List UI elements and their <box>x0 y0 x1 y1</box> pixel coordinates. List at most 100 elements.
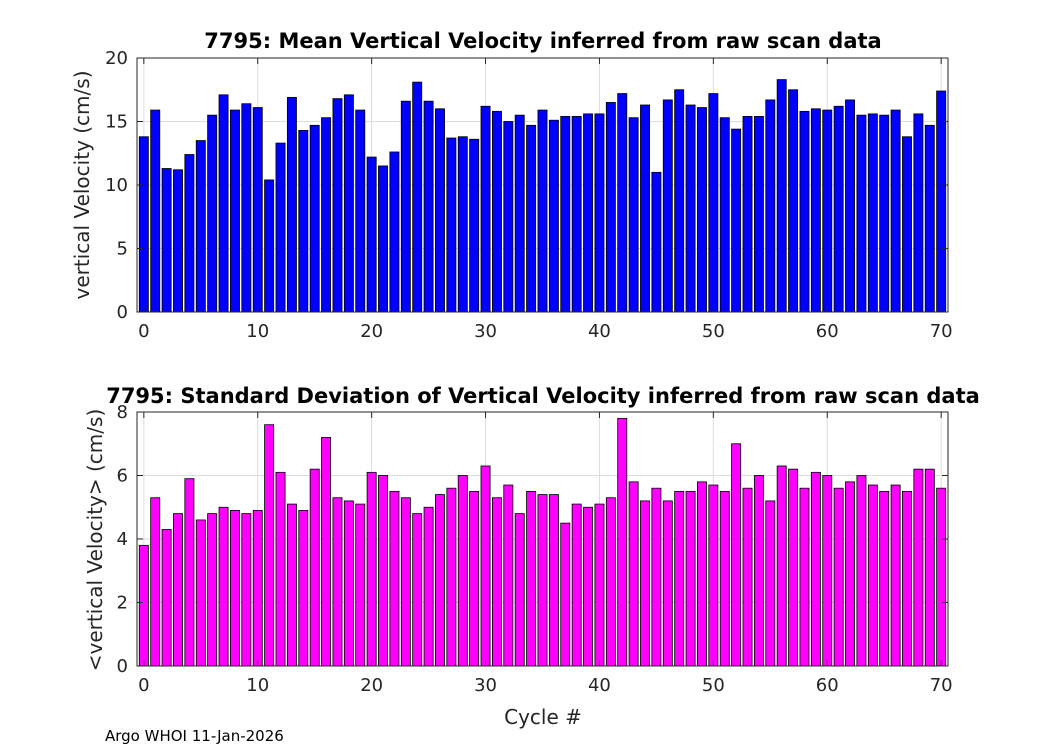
mean-bar <box>366 156 377 313</box>
stddev-bar <box>446 487 457 667</box>
mean-bar <box>514 114 525 313</box>
mean-bar <box>526 124 537 313</box>
mean-bar <box>742 116 753 313</box>
mean-bar <box>537 109 548 313</box>
mean-bar <box>685 104 696 313</box>
mean-bar <box>150 109 161 313</box>
stddev-bar <box>161 529 172 667</box>
mean-xtick-label: 50 <box>702 321 725 342</box>
mean-bar <box>355 109 366 313</box>
mean-chart-plot-area: 0 10 20 30 40 50 60 70 0 5 10 15 20 <box>105 48 953 342</box>
stddev-bar <box>685 490 696 667</box>
stddev-bar <box>389 490 400 667</box>
stddev-bar <box>343 500 354 667</box>
stddev-bar <box>184 478 195 667</box>
stddev-bar <box>252 510 263 667</box>
stddev-bar <box>241 513 252 667</box>
stddev-bar <box>526 490 537 667</box>
mean-bar <box>719 117 730 313</box>
mean-bar <box>389 151 400 313</box>
stddev-bar <box>753 475 764 667</box>
mean-chart-title: 7795: Mean Vertical Velocity inferred fr… <box>204 29 881 53</box>
mean-bar <box>890 109 901 313</box>
mean-bar <box>480 105 491 313</box>
stddev-bar <box>879 490 890 667</box>
stddev-bar <box>491 497 502 667</box>
stddev-bar <box>423 506 434 667</box>
mean-chart-ylabel: vertical Velocity (cm/s) <box>70 71 94 300</box>
stddev-bar <box>890 484 901 667</box>
stddev-chart-ylabel: <vertical Velocity> (cm/s) <box>83 409 107 672</box>
mean-bar <box>230 109 240 313</box>
mean-xtick-label: 20 <box>360 321 383 342</box>
stddev-bar <box>594 503 605 667</box>
mean-bar <box>833 105 844 313</box>
mean-bar <box>731 128 742 313</box>
stddev-bar <box>332 497 343 667</box>
mean-bar <box>286 96 297 313</box>
mean-bar <box>913 113 924 313</box>
mean-bar <box>195 140 206 313</box>
stddev-bar <box>230 510 240 667</box>
mean-bar <box>184 154 195 313</box>
stddev-bar <box>662 500 673 667</box>
mean-bar <box>845 99 855 313</box>
mean-bar <box>765 99 776 313</box>
mean-bar <box>753 116 764 313</box>
mean-bar <box>571 116 582 313</box>
stddev-xtick-label: 60 <box>816 675 839 696</box>
stddev-bar <box>286 503 297 667</box>
mean-bar <box>902 136 912 313</box>
mean-bar <box>810 108 821 313</box>
stddev-bar <box>514 513 525 667</box>
stddev-bar <box>651 487 662 667</box>
stddev-bar <box>867 484 878 667</box>
stddev-bar <box>457 475 468 667</box>
mean-bar <box>309 124 320 313</box>
stddev-bar <box>765 500 776 667</box>
stddev-bar <box>697 481 707 667</box>
mean-ytick-label: 10 <box>105 175 128 196</box>
mean-bar <box>560 116 571 313</box>
stddev-bar <box>719 490 730 667</box>
stddev-bar <box>902 490 912 667</box>
stddev-ytick-label: 6 <box>117 466 128 487</box>
stddev-xtick-label: 10 <box>246 675 269 696</box>
mean-bar <box>697 107 707 313</box>
mean-bar <box>583 113 594 313</box>
stddev-xtick-label: 0 <box>138 675 149 696</box>
mean-bar <box>936 90 947 313</box>
mean-bar <box>298 129 309 313</box>
mean-bar <box>275 142 286 313</box>
stddev-bar <box>674 490 685 667</box>
stddev-xtick-label: 50 <box>702 675 725 696</box>
mean-bar <box>799 110 810 313</box>
stddev-bar <box>537 494 548 667</box>
stddev-bar <box>640 500 650 667</box>
stddev-bar <box>788 468 799 667</box>
mean-bar <box>446 137 457 313</box>
stddev-bar <box>856 475 867 667</box>
mean-bar <box>423 100 434 313</box>
stddev-bar <box>366 471 377 667</box>
stddev-bar <box>480 465 491 667</box>
mean-ytick-label: 0 <box>117 302 128 323</box>
stddev-bar <box>822 475 833 667</box>
mean-bar <box>503 121 514 313</box>
mean-bar <box>218 94 229 313</box>
mean-xtick-label: 30 <box>474 321 497 342</box>
mean-bar <box>435 108 445 313</box>
stddev-bar <box>810 471 821 667</box>
stddev-bar <box>469 490 480 667</box>
mean-bar <box>822 109 833 313</box>
stddev-bar <box>298 510 309 667</box>
mean-xtick-label: 60 <box>816 321 839 342</box>
mean-bar <box>343 94 354 313</box>
stddev-bar <box>173 513 183 667</box>
mean-bar <box>867 113 878 313</box>
stddev-bar <box>264 424 275 667</box>
stddev-ytick-label: 0 <box>117 656 128 677</box>
stddev-bar <box>378 475 388 667</box>
mean-bar <box>548 119 559 313</box>
footer-credit: Argo WHOI 11-Jan-2026 <box>105 727 284 745</box>
